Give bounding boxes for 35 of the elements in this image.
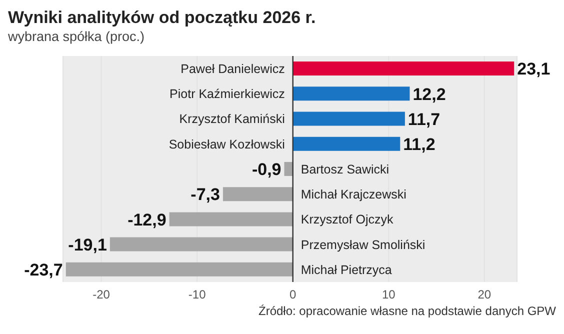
y-tick-label: Przemysław Smoliński bbox=[300, 238, 426, 252]
bar bbox=[284, 162, 293, 176]
y-tick-label: Krzysztof Kamiński bbox=[179, 112, 285, 126]
data-label: -12,9 bbox=[128, 210, 166, 230]
bar bbox=[110, 237, 293, 252]
data-label: -0,9 bbox=[252, 160, 282, 180]
data-label: 11,7 bbox=[408, 110, 440, 129]
bar bbox=[169, 212, 293, 226]
data-label: 23,1 bbox=[517, 60, 550, 79]
y-tick-label: Michał Pietrzyca bbox=[300, 262, 392, 277]
data-label: -19,1 bbox=[68, 235, 107, 254]
x-tick-label: -10 bbox=[188, 288, 206, 302]
data-label: 12,2 bbox=[412, 84, 446, 104]
data-label: 11,2 bbox=[403, 134, 436, 154]
chart-title: Wyniki analityków od początku 2026 r. bbox=[8, 8, 317, 28]
x-tick-label: 20 bbox=[478, 288, 492, 302]
bar bbox=[222, 187, 293, 202]
data-label: -7,3 bbox=[190, 185, 220, 204]
bar bbox=[292, 136, 400, 151]
x-tick-label: 0 bbox=[290, 288, 297, 302]
bar bbox=[66, 262, 293, 276]
y-tick-label: Paweł Danielewicz bbox=[180, 62, 285, 76]
y-tick-label: Michał Krajczewski bbox=[300, 188, 406, 202]
y-tick-label: Sobiesław Kozłowski bbox=[168, 137, 285, 152]
bar bbox=[292, 86, 410, 101]
x-tick-label: -20 bbox=[92, 288, 110, 302]
text: Źródło: opracowanie własne na podstawie danych GPW bbox=[258, 304, 556, 318]
data-label: -23,7 bbox=[24, 260, 63, 280]
bar bbox=[292, 112, 405, 126]
bar bbox=[292, 62, 514, 76]
y-tick-label: Krzysztof Ojczyk bbox=[300, 212, 394, 227]
y-tick-label: Bartosz Sawicki bbox=[300, 162, 390, 176]
x-tick-label: 10 bbox=[382, 288, 396, 302]
chart-subtitle: wybrana spółka (proc.) bbox=[8, 28, 146, 46]
y-tick-label: Piotr Kaźmierkiewicz bbox=[170, 87, 285, 102]
